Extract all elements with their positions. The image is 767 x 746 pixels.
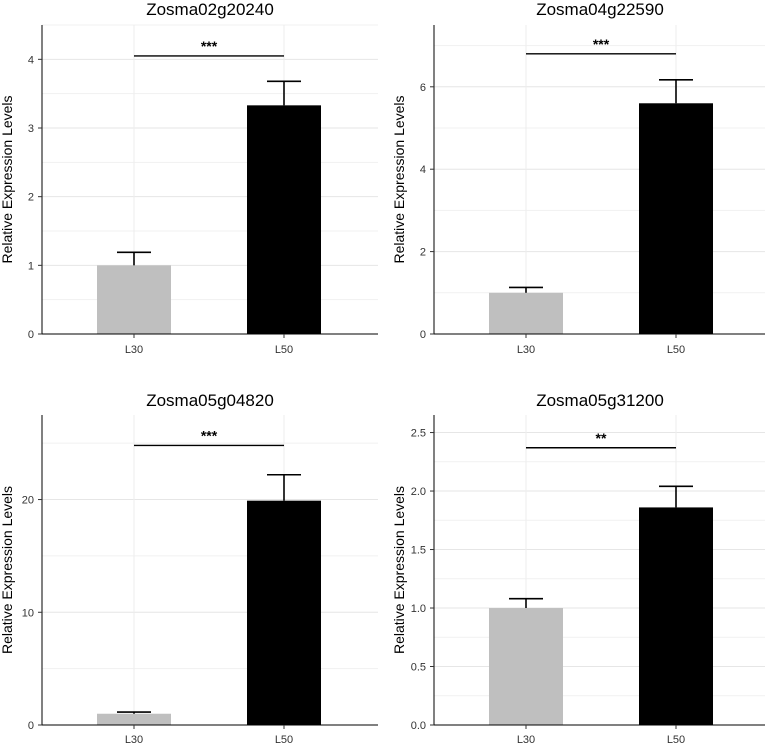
chart-4-y-tick-label: 1.5 [411,545,426,557]
chart-4-y-tick-label: 2.5 [411,428,426,440]
chart-2-bar-l50 [639,103,713,334]
chart-2-bar-l30 [489,292,563,334]
chart-4-y-tick-label: 1.0 [411,603,426,615]
chart-3-y-tick-label: 10 [22,607,34,619]
chart-4-y-tick-label: 2.0 [411,486,426,498]
chart-3-x-tick-label-l50: L50 [275,734,293,746]
chart-4-bar-l30 [489,608,563,725]
chart-1-y-tick-label: 3 [28,123,34,135]
chart-4-y-axis-label: Relative Expression Levels [391,486,407,654]
chart-1-title: Zosma02g20240 [146,0,274,19]
chart-2-x-tick-label-l50: L50 [667,344,685,356]
chart-3-x-tick-label-l30: L30 [125,734,143,746]
chart-4-title: Zosma05g31200 [536,391,664,410]
chart-4-significance-label: ** [596,430,607,446]
chart-2-x-tick-label-l30: L30 [517,344,535,356]
chart-4-y-tick-label: 0.0 [411,720,426,732]
chart-2-title: Zosma04g22590 [536,0,664,19]
chart-3-y-tick-label: 20 [22,495,34,507]
chart-2-y-tick-label: 6 [420,82,426,94]
chart-3-significance-label: *** [201,427,218,443]
chart-4-bar-l50 [639,507,713,725]
chart-1-y-tick-label: 2 [28,192,34,204]
chart-2-y-tick-label: 4 [420,164,426,176]
chart-1-x-tick-label-l30: L30 [125,344,143,356]
chart-1-y-tick-label: 4 [28,54,34,66]
chart-2-y-tick-label: 0 [420,329,426,341]
chart-1-significance-label: *** [201,38,218,54]
chart-4-x-tick-label-l30: L30 [517,734,535,746]
chart-1-y-tick-label: 0 [28,329,34,341]
chart-4-y-tick-label: 0.5 [411,662,426,674]
chart-1-bar-l50 [247,105,321,334]
chart-2-significance-label: *** [593,36,610,52]
chart-3-bar-l50 [247,500,321,725]
chart-3-y-tick-label: 0 [28,720,34,732]
chart-1-y-tick-label: 1 [28,260,34,272]
chart-1-bar-l30 [97,265,171,334]
chart-3-y-axis-label: Relative Expression Levels [0,486,15,654]
chart-1-x-tick-label-l50: L50 [275,344,293,356]
chart-1-y-axis-label: Relative Expression Levels [0,95,15,263]
chart-4-x-tick-label-l50: L50 [667,734,685,746]
chart-3-title: Zosma05g04820 [146,391,274,410]
chart-3-bar-l30 [97,713,171,725]
chart-2-y-tick-label: 2 [420,247,426,259]
chart-2-y-axis-label: Relative Expression Levels [391,95,407,263]
